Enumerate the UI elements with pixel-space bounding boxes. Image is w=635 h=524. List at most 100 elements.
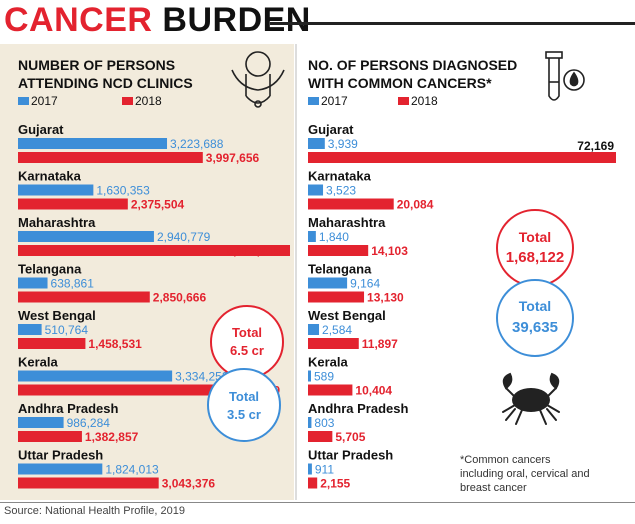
right-category-maharashtra: Maharashtra <box>308 215 386 230</box>
right-value-2017-kerala: 589 <box>314 370 334 384</box>
left-value-2017-andhra-pradesh: 986,284 <box>67 416 111 430</box>
right-total-2017-value: 39,635 <box>512 319 558 336</box>
right-legend-2018: 2018 <box>411 94 438 108</box>
right-bar-2018-telangana <box>308 291 365 303</box>
left-value-2018-telangana: 2,850,666 <box>153 291 207 305</box>
left-bar-2017-karnataka <box>18 184 94 196</box>
right-category-west-bengal: West Bengal <box>308 308 386 323</box>
left-value-2017-maharashtra: 2,940,779 <box>157 230 211 244</box>
right-value-2018-maharashtra: 14,103 <box>371 244 408 258</box>
left-category-andhra-pradesh: Andhra Pradesh <box>18 401 118 416</box>
left-category-west-bengal: West Bengal <box>18 308 96 323</box>
left-value-2017-west-bengal: 510,764 <box>45 323 89 337</box>
left-total-2017-label: Total <box>229 389 259 404</box>
right-total-2018-circle <box>496 209 574 287</box>
right-bar-2018-gujarat <box>308 152 616 163</box>
left-legend-2017: 2017 <box>31 94 58 108</box>
right-total-2018-value: 1,68,122 <box>506 249 564 266</box>
left-category-uttar-pradesh: Uttar Pradesh <box>18 448 103 463</box>
right-category-andhra-pradesh: Andhra Pradesh <box>308 401 408 416</box>
title-cancer: CANCER <box>4 1 153 39</box>
right-bar-2017-maharashtra <box>308 231 316 242</box>
left-bar-2018-maharashtra <box>18 245 290 256</box>
left-bar-2018-west-bengal <box>18 338 86 349</box>
right-bar-2017-gujarat <box>308 138 325 149</box>
right-legend-swatch-2018 <box>398 97 409 105</box>
right-value-2017-west-bengal: 2,584 <box>322 323 352 337</box>
right-value-2018-telangana: 13,130 <box>367 291 404 305</box>
right-value-2018-karnataka: 20,084 <box>397 198 434 212</box>
right-total-2017-label: Total <box>519 298 551 314</box>
right-value-2017-maharashtra: 1,840 <box>319 230 349 244</box>
left-bar-2018-kerala <box>18 384 238 396</box>
right-value-2018-west-bengal: 11,897 <box>362 337 398 351</box>
right-bar-2017-andhra-pradesh <box>308 417 312 428</box>
right-value-2018-kerala: 10,404 <box>355 384 392 398</box>
right-category-uttar-pradesh: Uttar Pradesh <box>308 448 393 463</box>
right-bar-2017-uttar-pradesh <box>308 463 312 475</box>
right-value-2017-karnataka: 3,523 <box>326 184 356 198</box>
left-value-2017-uttar-pradesh: 1,824,013 <box>105 463 159 477</box>
right-value-2018-gujarat: 72,169 <box>577 139 614 153</box>
right-bar-2018-maharashtra <box>308 245 369 256</box>
left-total-2018-value: 6.5 cr <box>230 343 264 358</box>
left-bar-2017-telangana <box>18 277 48 289</box>
right-value-2018-andhra-pradesh: 5,705 <box>335 430 365 444</box>
left-value-2018-gujarat: 3,997,656 <box>206 151 260 165</box>
right-bar-2017-west-bengal <box>308 324 320 335</box>
footnote-line3: breast cancer <box>460 482 527 494</box>
left-value-2018-maharashtra: 5,883,915 <box>227 244 281 258</box>
left-value-2018-uttar-pradesh: 3,043,376 <box>162 477 216 491</box>
footnote-line1: *Common cancers <box>460 454 551 466</box>
left-bar-2017-west-bengal <box>18 324 42 335</box>
left-value-2017-telangana: 638,861 <box>51 277 95 291</box>
crab-icon <box>502 372 560 425</box>
left-value-2017-karnataka: 1,630,353 <box>96 184 150 198</box>
left-value-2017-kerala: 3,334,252 <box>175 370 229 384</box>
left-value-2018-karnataka: 2,375,504 <box>131 198 185 212</box>
right-value-2017-andhra-pradesh: 803 <box>314 416 334 430</box>
right-chart-title-line1: NO. OF PERSONS DIAGNOSED <box>308 57 517 73</box>
right-value-2017-gujarat: 3,939 <box>328 137 358 151</box>
left-value-2017-gujarat: 3,223,688 <box>170 137 224 151</box>
right-bar-2018-andhra-pradesh <box>308 431 333 442</box>
left-bar-2017-gujarat <box>18 138 168 149</box>
left-bar-2018-karnataka <box>18 198 128 210</box>
left-bar-2018-telangana <box>18 291 150 303</box>
right-value-2017-uttar-pradesh: 911 <box>315 463 334 477</box>
left-total-2017-value: 3.5 cr <box>227 407 261 422</box>
test-tube-icon <box>545 51 585 101</box>
left-category-kerala: Kerala <box>18 355 59 370</box>
right-legend-2017: 2017 <box>321 94 348 108</box>
title-rule <box>270 22 635 25</box>
right-category-gujarat: Gujarat <box>308 122 354 137</box>
left-bar-2017-andhra-pradesh <box>18 417 64 428</box>
right-chart-title-line2: WITH COMMON CANCERS* <box>308 75 492 91</box>
right-value-2017-telangana: 9,164 <box>350 277 380 291</box>
right-bar-2017-karnataka <box>308 184 324 196</box>
right-bar-2017-telangana <box>308 277 348 289</box>
left-total-2017-circle <box>207 368 281 442</box>
left-chart-title-line1: NUMBER OF PERSONS <box>18 57 175 73</box>
left-category-telangana: Telangana <box>18 262 82 277</box>
right-total-2018-label: Total <box>519 229 551 245</box>
left-legend-2018: 2018 <box>135 94 162 108</box>
right-category-kerala: Kerala <box>308 355 349 370</box>
right-bar-2017-kerala <box>308 370 311 382</box>
left-legend-swatch-2018 <box>122 97 133 105</box>
left-bar-2018-uttar-pradesh <box>18 477 159 489</box>
left-total-2018-circle <box>210 305 284 379</box>
right-value-2018-uttar-pradesh: 2,155 <box>320 477 350 491</box>
doctor-icon <box>231 51 285 108</box>
left-bar-2018-gujarat <box>18 152 203 163</box>
left-bar-2017-kerala <box>18 370 173 382</box>
left-legend-swatch-2017 <box>18 97 29 105</box>
charts-svg: NUMBER OF PERSONS ATTENDING NCD CLINICS … <box>0 44 616 500</box>
source-rule <box>0 502 635 503</box>
left-category-maharashtra: Maharashtra <box>18 215 96 230</box>
left-bar-2017-maharashtra <box>18 231 154 242</box>
left-total-2018-label: Total <box>232 325 262 340</box>
left-bar-2018-andhra-pradesh <box>18 431 82 442</box>
right-bar-2018-karnataka <box>308 198 394 210</box>
